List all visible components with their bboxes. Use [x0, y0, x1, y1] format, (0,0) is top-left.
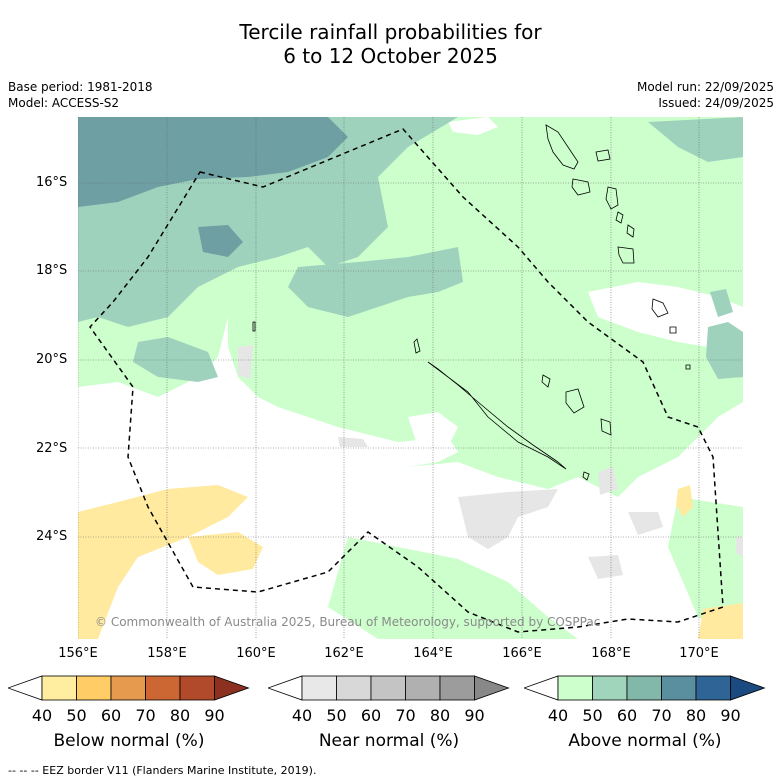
lat-label-22s: 22°S — [36, 441, 68, 456]
lon-label-166e: 166°E — [502, 646, 542, 661]
above-normal-50-region-east — [668, 497, 743, 639]
lon-label-156e: 156°E — [58, 646, 98, 661]
colorbar-tick-label: 50 — [66, 706, 87, 725]
colorbar-segment — [110, 675, 146, 701]
colorbar-tick-label: 40 — [291, 706, 313, 725]
colorbar-segment — [695, 675, 731, 701]
map-title-line1: Tercile rainfall probabilities for — [239, 20, 542, 44]
forecast-map — [78, 117, 743, 639]
colorbar-extend-high — [730, 675, 766, 701]
colorbar-segment — [76, 675, 112, 701]
colorbar-tick-label: 40 — [31, 706, 53, 725]
colorbar-segment — [370, 675, 406, 701]
above-normal-70-region — [78, 117, 348, 207]
colorbar-near-normal — [268, 675, 510, 701]
colorbar-segment — [661, 675, 697, 701]
colorbar-tick-label: 70 — [395, 706, 416, 725]
issued-date: Issued: 24/09/2025 — [658, 96, 774, 110]
colorbar-segment — [405, 675, 441, 701]
lon-label-170e: 170°E — [679, 646, 719, 661]
colorbar-segment — [336, 675, 372, 701]
below-normal-region — [78, 485, 248, 639]
colorbar-tick-label: 80 — [429, 706, 451, 725]
near-normal-region — [458, 489, 558, 549]
colorbar-extend-low — [268, 675, 303, 701]
colorbar-tick-label: 60 — [100, 706, 122, 725]
colorbar-tick-label: 50 — [582, 706, 603, 725]
copyright-text: © Commonwealth of Australia 2025, Bureau… — [95, 615, 601, 629]
colorbar-tick-label: 60 — [360, 706, 382, 725]
colorbar-title-near: Near normal (%) — [318, 731, 460, 751]
colorbar-title-above: Above normal (%) — [568, 731, 722, 751]
colorbar-segment — [301, 675, 337, 701]
colorbar-above-normal — [524, 675, 766, 701]
colorbar-segment — [557, 675, 593, 701]
colorbar-below-normal — [8, 675, 250, 701]
colorbar-tick-label: 60 — [616, 706, 638, 725]
colorbar-segment — [592, 675, 628, 701]
eez-footnote: -- -- -- EEZ border V11 (Flanders Marine… — [8, 764, 317, 777]
colorbar-tick-label: 90 — [204, 706, 225, 725]
colorbar-title-below: Below normal (%) — [53, 731, 205, 751]
colorbar-segment — [145, 675, 181, 701]
lat-label-24s: 24°S — [36, 529, 68, 544]
colorbar-segment — [439, 675, 475, 701]
colorbar-extend-low — [8, 675, 43, 701]
lon-label-158e: 158°E — [147, 646, 187, 661]
map-title-line2: 6 to 12 October 2025 — [283, 44, 498, 68]
colorbar-tick-label: 70 — [651, 706, 672, 725]
colorbar-segment — [626, 675, 662, 701]
colorbar-segment — [41, 675, 77, 701]
colorbar-tick-label: 80 — [169, 706, 191, 725]
lat-label-16s: 16°S — [36, 175, 68, 190]
colorbar-segment — [179, 675, 215, 701]
colorbar-tick-label: 90 — [720, 706, 741, 725]
lat-label-18s: 18°S — [36, 263, 68, 278]
lon-label-160e: 160°E — [236, 646, 276, 661]
base-period: Base period: 1981-2018 — [8, 80, 153, 94]
new-caledonia-outline — [427, 361, 567, 470]
lat-label-20s: 20°S — [36, 352, 68, 367]
vanuatu-outline — [545, 124, 579, 170]
colorbar-extend-high — [474, 675, 510, 701]
model-run: Model run: 22/09/2025 — [636, 80, 774, 94]
colorbar-tick-label: 40 — [547, 706, 569, 725]
lon-label-162e: 162°E — [324, 646, 364, 661]
colorbar-tick-label: 70 — [135, 706, 156, 725]
lon-label-168e: 168°E — [591, 646, 631, 661]
lon-label-164e: 164°E — [413, 646, 453, 661]
colorbar-tick-label: 90 — [464, 706, 485, 725]
colorbar-tick-label: 80 — [685, 706, 707, 725]
colorbar-tick-label: 50 — [326, 706, 347, 725]
colorbar-extend-low — [524, 675, 559, 701]
above-normal-50-region-south — [328, 537, 578, 639]
model-name: Model: ACCESS-S2 — [8, 96, 120, 110]
eez-border — [89, 128, 724, 633]
colorbar-extend-high — [214, 675, 250, 701]
